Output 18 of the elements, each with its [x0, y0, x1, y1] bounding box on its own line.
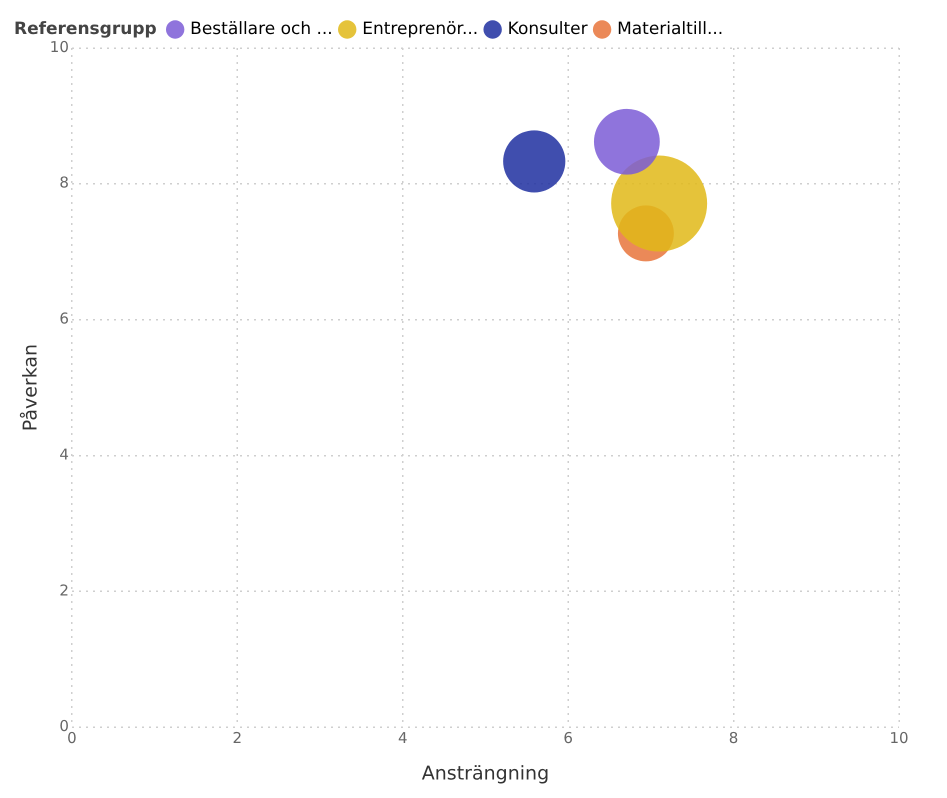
- x-tick-label: 4: [398, 729, 408, 748]
- y-tick-label: 8: [59, 174, 69, 192]
- legend-label: Beställare och ...: [190, 18, 333, 39]
- x-tick-label: 6: [563, 729, 573, 748]
- x-tick-label: 10: [889, 729, 909, 748]
- y-tick-label: 2: [59, 581, 69, 600]
- legend-label: Materialtill...: [617, 18, 724, 39]
- y-tick-label: 10: [50, 38, 69, 56]
- x-tick-label: 2: [232, 729, 242, 748]
- legend-title: Referensgrupp: [14, 18, 157, 39]
- legend-label: Entreprenör...: [362, 18, 478, 39]
- x-axis-title: Ansträngning: [422, 762, 550, 785]
- x-tick-label: 8: [728, 729, 738, 748]
- legend-label: Konsulter: [508, 18, 588, 39]
- y-axis-title: Påverkan: [19, 344, 42, 432]
- y-tick-label: 4: [59, 445, 69, 464]
- y-tick-label: 6: [59, 310, 69, 328]
- y-tick-label: 0: [59, 717, 69, 736]
